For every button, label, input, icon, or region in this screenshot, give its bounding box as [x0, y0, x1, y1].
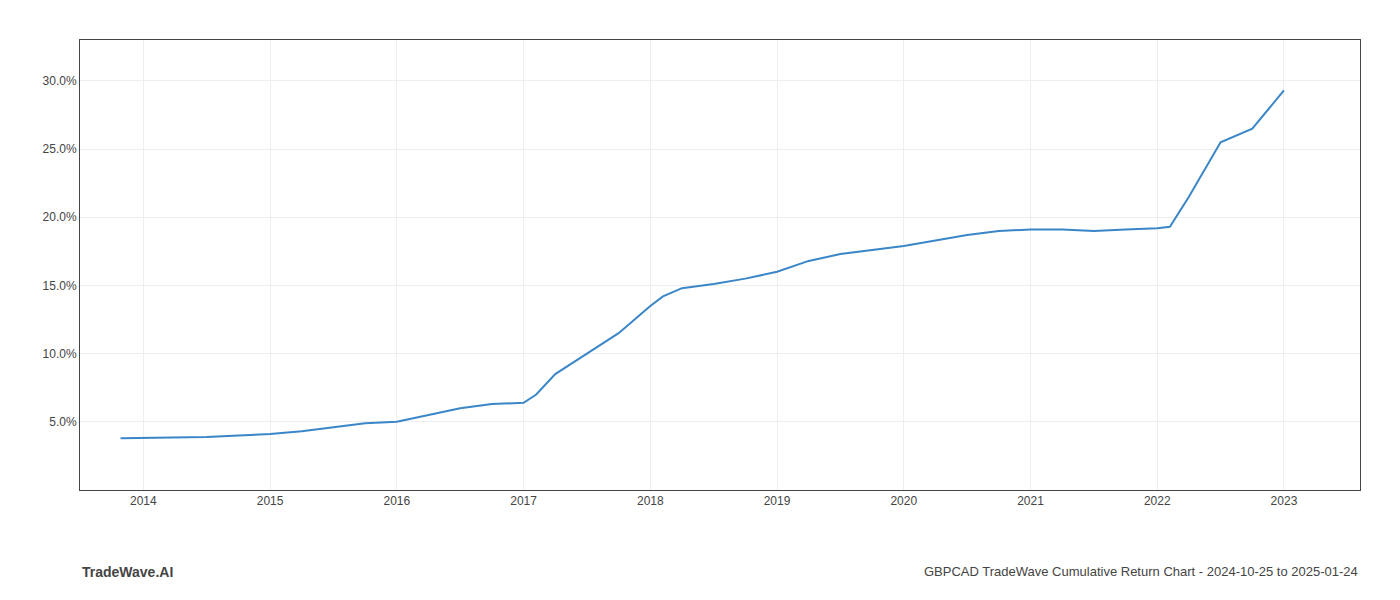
svg-text:2021: 2021: [1017, 494, 1044, 508]
svg-text:5.0%: 5.0%: [49, 415, 77, 429]
svg-text:2023: 2023: [1271, 494, 1298, 508]
svg-text:2019: 2019: [764, 494, 791, 508]
svg-text:2018: 2018: [637, 494, 664, 508]
svg-text:2014: 2014: [130, 494, 157, 508]
svg-text:TradeWave.AI: TradeWave.AI: [82, 564, 173, 580]
svg-text:20.0%: 20.0%: [43, 210, 77, 224]
svg-text:GBPCAD TradeWave Cumulative Re: GBPCAD TradeWave Cumulative Return Chart…: [924, 564, 1358, 579]
svg-text:25.0%: 25.0%: [43, 142, 77, 156]
svg-text:30.0%: 30.0%: [43, 74, 77, 88]
svg-text:10.0%: 10.0%: [43, 347, 77, 361]
svg-text:2020: 2020: [890, 494, 917, 508]
svg-text:2022: 2022: [1144, 494, 1171, 508]
svg-text:2016: 2016: [383, 494, 410, 508]
svg-text:2015: 2015: [257, 494, 284, 508]
svg-text:15.0%: 15.0%: [43, 279, 77, 293]
svg-text:2017: 2017: [510, 494, 537, 508]
